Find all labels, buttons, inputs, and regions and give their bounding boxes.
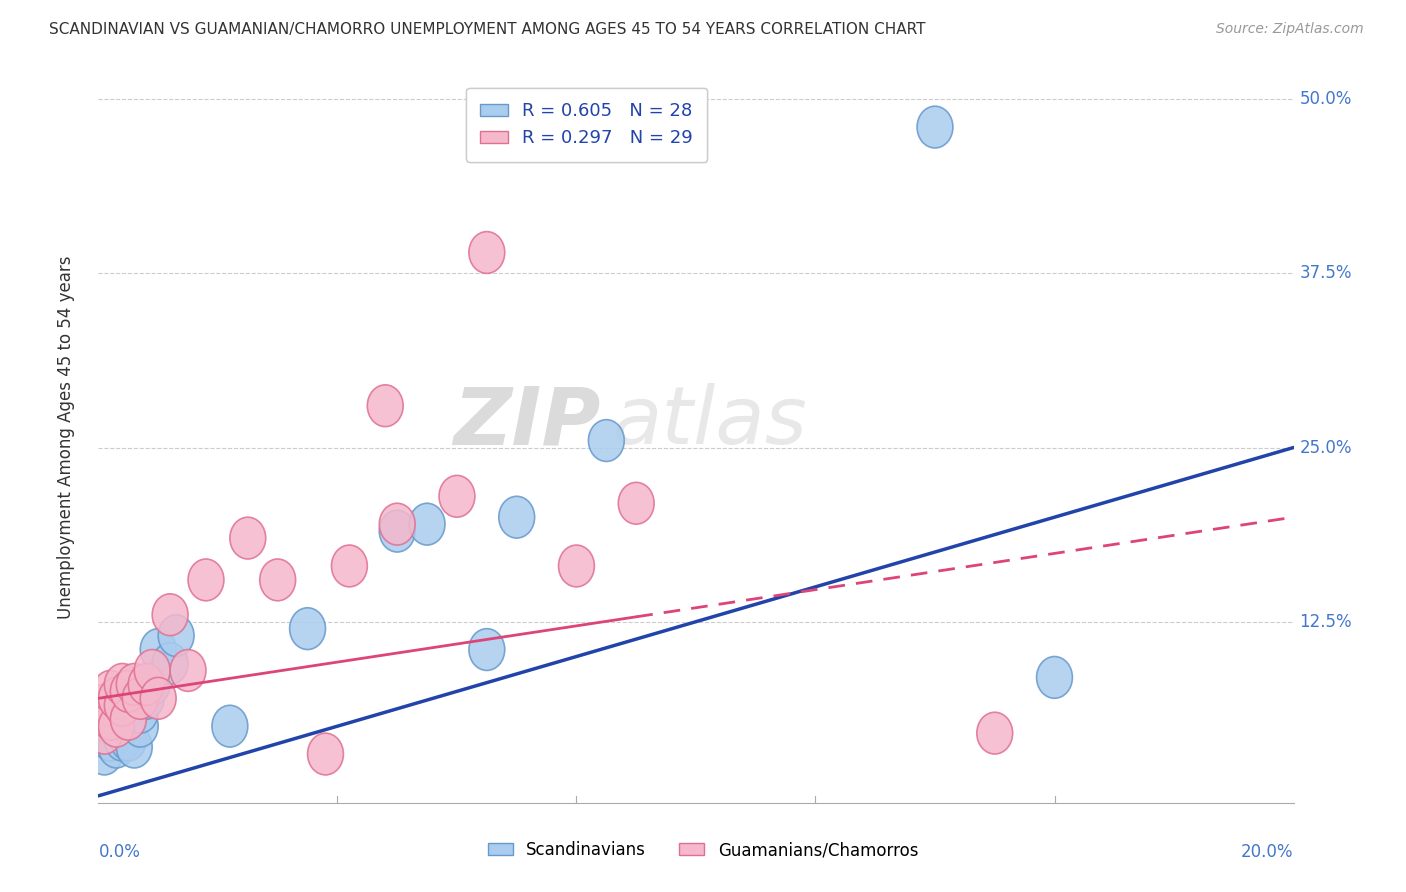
Ellipse shape <box>93 691 128 733</box>
Ellipse shape <box>470 232 505 273</box>
Ellipse shape <box>141 677 176 719</box>
Ellipse shape <box>332 545 367 587</box>
Legend: Scandinavians, Guamanians/Chamorros: Scandinavians, Guamanians/Chamorros <box>481 835 925 866</box>
Ellipse shape <box>93 671 128 712</box>
Ellipse shape <box>117 664 152 706</box>
Ellipse shape <box>98 706 135 747</box>
Ellipse shape <box>104 698 141 740</box>
Text: 25.0%: 25.0% <box>1299 439 1353 457</box>
Ellipse shape <box>409 503 446 545</box>
Ellipse shape <box>122 691 159 733</box>
Ellipse shape <box>470 629 505 671</box>
Ellipse shape <box>619 483 654 524</box>
Ellipse shape <box>110 719 146 761</box>
Text: SCANDINAVIAN VS GUAMANIAN/CHAMORRO UNEMPLOYMENT AMONG AGES 45 TO 54 YEARS CORREL: SCANDINAVIAN VS GUAMANIAN/CHAMORRO UNEMP… <box>49 22 925 37</box>
Text: ZIP: ZIP <box>453 384 600 461</box>
Ellipse shape <box>380 510 415 552</box>
Text: Source: ZipAtlas.com: Source: ZipAtlas.com <box>1216 22 1364 37</box>
Ellipse shape <box>98 677 135 719</box>
Ellipse shape <box>98 684 135 726</box>
Ellipse shape <box>93 698 128 740</box>
Ellipse shape <box>135 664 170 706</box>
Text: atlas: atlas <box>613 384 807 461</box>
Y-axis label: Unemployment Among Ages 45 to 54 years: Unemployment Among Ages 45 to 54 years <box>56 255 75 619</box>
Ellipse shape <box>589 419 624 461</box>
Ellipse shape <box>104 684 141 726</box>
Ellipse shape <box>977 712 1012 754</box>
Text: 12.5%: 12.5% <box>1299 613 1353 631</box>
Ellipse shape <box>104 719 141 761</box>
Ellipse shape <box>87 733 122 775</box>
Ellipse shape <box>110 698 146 740</box>
Ellipse shape <box>308 733 343 775</box>
Ellipse shape <box>87 698 122 740</box>
Ellipse shape <box>170 649 207 691</box>
Ellipse shape <box>260 559 295 601</box>
Ellipse shape <box>367 384 404 426</box>
Ellipse shape <box>87 684 122 726</box>
Ellipse shape <box>290 607 326 649</box>
Ellipse shape <box>231 517 266 559</box>
Text: 37.5%: 37.5% <box>1299 264 1353 283</box>
Ellipse shape <box>439 475 475 517</box>
Ellipse shape <box>98 726 135 768</box>
Ellipse shape <box>152 594 188 636</box>
Ellipse shape <box>558 545 595 587</box>
Ellipse shape <box>917 106 953 148</box>
Ellipse shape <box>117 726 152 768</box>
Text: 0.0%: 0.0% <box>98 843 141 861</box>
Ellipse shape <box>110 698 146 740</box>
Ellipse shape <box>499 496 534 538</box>
Ellipse shape <box>93 719 128 761</box>
Ellipse shape <box>117 684 152 726</box>
Ellipse shape <box>128 664 165 706</box>
Ellipse shape <box>122 706 159 747</box>
Ellipse shape <box>141 629 176 671</box>
Ellipse shape <box>122 677 159 719</box>
Ellipse shape <box>212 706 247 747</box>
Ellipse shape <box>188 559 224 601</box>
Ellipse shape <box>87 712 122 754</box>
Text: 50.0%: 50.0% <box>1299 90 1353 108</box>
Ellipse shape <box>128 677 165 719</box>
Ellipse shape <box>1036 657 1073 698</box>
Ellipse shape <box>380 503 415 545</box>
Legend: R = 0.605   N = 28, R = 0.297   N = 29: R = 0.605 N = 28, R = 0.297 N = 29 <box>465 87 707 161</box>
Ellipse shape <box>159 615 194 657</box>
Ellipse shape <box>104 664 141 706</box>
Ellipse shape <box>110 671 146 712</box>
Ellipse shape <box>152 642 188 684</box>
Text: 20.0%: 20.0% <box>1241 843 1294 861</box>
Ellipse shape <box>135 649 170 691</box>
